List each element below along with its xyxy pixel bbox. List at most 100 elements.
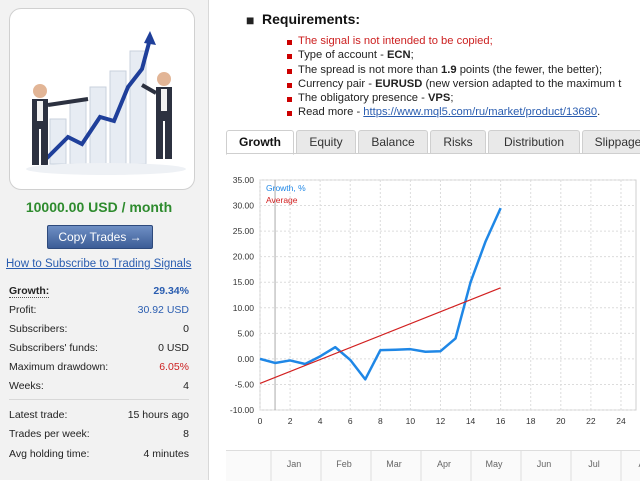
stat-max-drawdown: Maximum drawdown: 6.05% <box>9 361 189 375</box>
legend-entry: Average <box>266 195 298 205</box>
month-label: Jun <box>537 459 552 469</box>
plot-area <box>259 179 637 411</box>
sidebar: 10000.00 USD / month Copy Trades → How t… <box>0 0 209 480</box>
stats-divider <box>9 399 189 400</box>
tab-balance[interactable]: Balance <box>358 130 428 154</box>
timeline-navigator[interactable]: Jan Feb Mar Apr May Jun Jul Au <box>226 450 640 481</box>
x-tick-label: 0 <box>258 416 263 426</box>
requirement-suffix: ; <box>450 92 454 105</box>
month-label: Au <box>638 459 640 469</box>
timeline-months: Jan Feb Mar Apr May Jun Jul Au <box>270 451 640 481</box>
requirements-title: Requirements: <box>262 11 361 27</box>
stat-profit: Profit: 30.92 USD <box>9 304 189 318</box>
stat-growth: Growth: 29.34% <box>9 285 189 299</box>
requirement-key: VPS <box>427 92 451 105</box>
y-tick-label: -10.00 <box>230 405 254 415</box>
requirement-item: The signal is not intended to be copied; <box>287 35 640 49</box>
chart-tabs: Growth Equity Balance Risks Distribution… <box>226 130 640 155</box>
stat-value: 4 minutes <box>143 448 189 460</box>
x-tick-label: 2 <box>288 416 293 426</box>
stat-avg-holding-time: Avg holding time: 4 minutes <box>9 448 189 462</box>
requirement-key: 1.9 <box>441 63 457 76</box>
x-tick-label: 24 <box>616 416 626 426</box>
requirement-key: ECN <box>386 49 411 62</box>
stat-label: Profit: <box>9 304 37 316</box>
stat-value: 0 USD <box>158 342 189 354</box>
x-tick-label: 22 <box>586 416 596 426</box>
y-tick-label: 15.00 <box>233 277 255 287</box>
x-tick-label: 6 <box>348 416 353 426</box>
y-tick-label: 0.00 <box>237 354 254 364</box>
y-tick-label: 35.00 <box>233 175 255 185</box>
chart-series <box>259 207 502 384</box>
requirement-item: Type of account - ECN; <box>287 49 640 63</box>
requirement-suffix: ; <box>410 49 414 62</box>
stat-value: 8 <box>183 428 189 440</box>
stat-label: Trades per week: <box>9 428 90 440</box>
requirement-text: Type of account - <box>298 49 387 62</box>
stat-subscribers-funds: Subscribers' funds: 0 USD <box>9 342 189 356</box>
stat-weeks: Weeks: 4 <box>9 380 189 394</box>
tab-equity[interactable]: Equity <box>296 130 356 154</box>
legend-entry: Growth, % <box>266 183 306 193</box>
requirement-suffix: points (the fewer, the better); <box>456 63 603 76</box>
x-tick-label: 10 <box>406 416 416 426</box>
requirement-text: Read more - <box>298 106 364 119</box>
y-tick-label: 5.00 <box>237 328 254 338</box>
requirement-item: The spread is not more than 1.9 points (… <box>287 64 640 78</box>
stat-latest-trade: Latest trade: 15 hours ago <box>9 409 189 423</box>
requirement-item: The obligatory presence - VPS; <box>287 92 640 106</box>
y-tick-label: 30.00 <box>233 201 255 211</box>
series-line <box>259 207 502 381</box>
requirement-suffix: (new version adapted to the maximum t <box>422 77 622 90</box>
stat-label: Growth: <box>9 285 50 298</box>
stat-value: 29.34% <box>153 285 189 297</box>
chart-grid <box>259 179 637 411</box>
tab-slippage[interactable]: Slippage <box>582 130 640 154</box>
copy-trades-button[interactable]: Copy Trades → <box>47 225 153 249</box>
stat-value: 15 hours ago <box>127 409 189 421</box>
growth-chart: 35.00 30.00 25.00 20.00 15.00 10.00 5.00 0.00 -5… <box>230 175 637 426</box>
x-axis-ticks: 0 2 4 6 8 10 12 14 16 18 20 22 24 <box>258 416 626 426</box>
series-line <box>259 287 501 384</box>
month-label: Mar <box>386 459 402 469</box>
stat-value: 30.92 USD <box>137 304 189 316</box>
stat-value: 0 <box>183 323 189 335</box>
tab-growth[interactable]: Growth <box>226 130 294 155</box>
stat-value: 4 <box>183 380 189 392</box>
subscription-price: 10000.00 USD / month <box>25 199 173 215</box>
stat-subscribers: Subscribers: 0 <box>9 323 189 337</box>
month-label: Feb <box>336 459 352 469</box>
requirement-text: The signal is not intended to be copied; <box>298 35 493 47</box>
y-tick-label: 10.00 <box>233 303 255 313</box>
x-tick-label: 12 <box>436 416 446 426</box>
y-tick-label: 20.00 <box>233 252 255 262</box>
stat-label: Weeks: <box>9 380 44 392</box>
tab-risks[interactable]: Risks <box>430 130 486 154</box>
x-tick-label: 18 <box>526 416 536 426</box>
requirements-list: The signal is not intended to be copied;… <box>287 35 640 121</box>
stat-trades-per-week: Trades per week: 8 <box>9 428 189 442</box>
product-link[interactable]: https://www.mql5.com/ru/market/product/1… <box>363 106 598 119</box>
tab-distribution[interactable]: Distribution <box>488 130 580 154</box>
requirement-item: Currency pair - EURUSD (new version adap… <box>287 78 640 92</box>
month-label: Apr <box>437 459 451 469</box>
stat-label: Subscribers: <box>9 323 68 335</box>
stat-label: Maximum drawdown: <box>9 361 109 373</box>
stat-label: Avg holding time: <box>9 448 90 460</box>
month-label: Jan <box>287 459 302 469</box>
requirement-suffix: . <box>597 106 601 119</box>
y-tick-label: 25.00 <box>233 226 255 236</box>
requirements-bullet: ■ <box>246 12 255 28</box>
requirement-item: Read more - https://www.mql5.com/ru/mark… <box>287 106 640 120</box>
requirement-key: EURUSD <box>375 77 423 90</box>
month-label: May <box>485 459 503 469</box>
how-to-subscribe-link[interactable]: How to Subscribe to Trading Signals <box>6 258 192 270</box>
requirement-text: The spread is not more than <box>298 63 442 76</box>
month-label: Jul <box>588 459 600 469</box>
requirement-text: The obligatory presence - <box>298 92 428 105</box>
y-tick-label: -5.00 <box>235 379 255 389</box>
stat-label: Subscribers' funds: <box>9 342 98 354</box>
signal-hero-image <box>9 8 195 190</box>
x-tick-label: 16 <box>496 416 506 426</box>
